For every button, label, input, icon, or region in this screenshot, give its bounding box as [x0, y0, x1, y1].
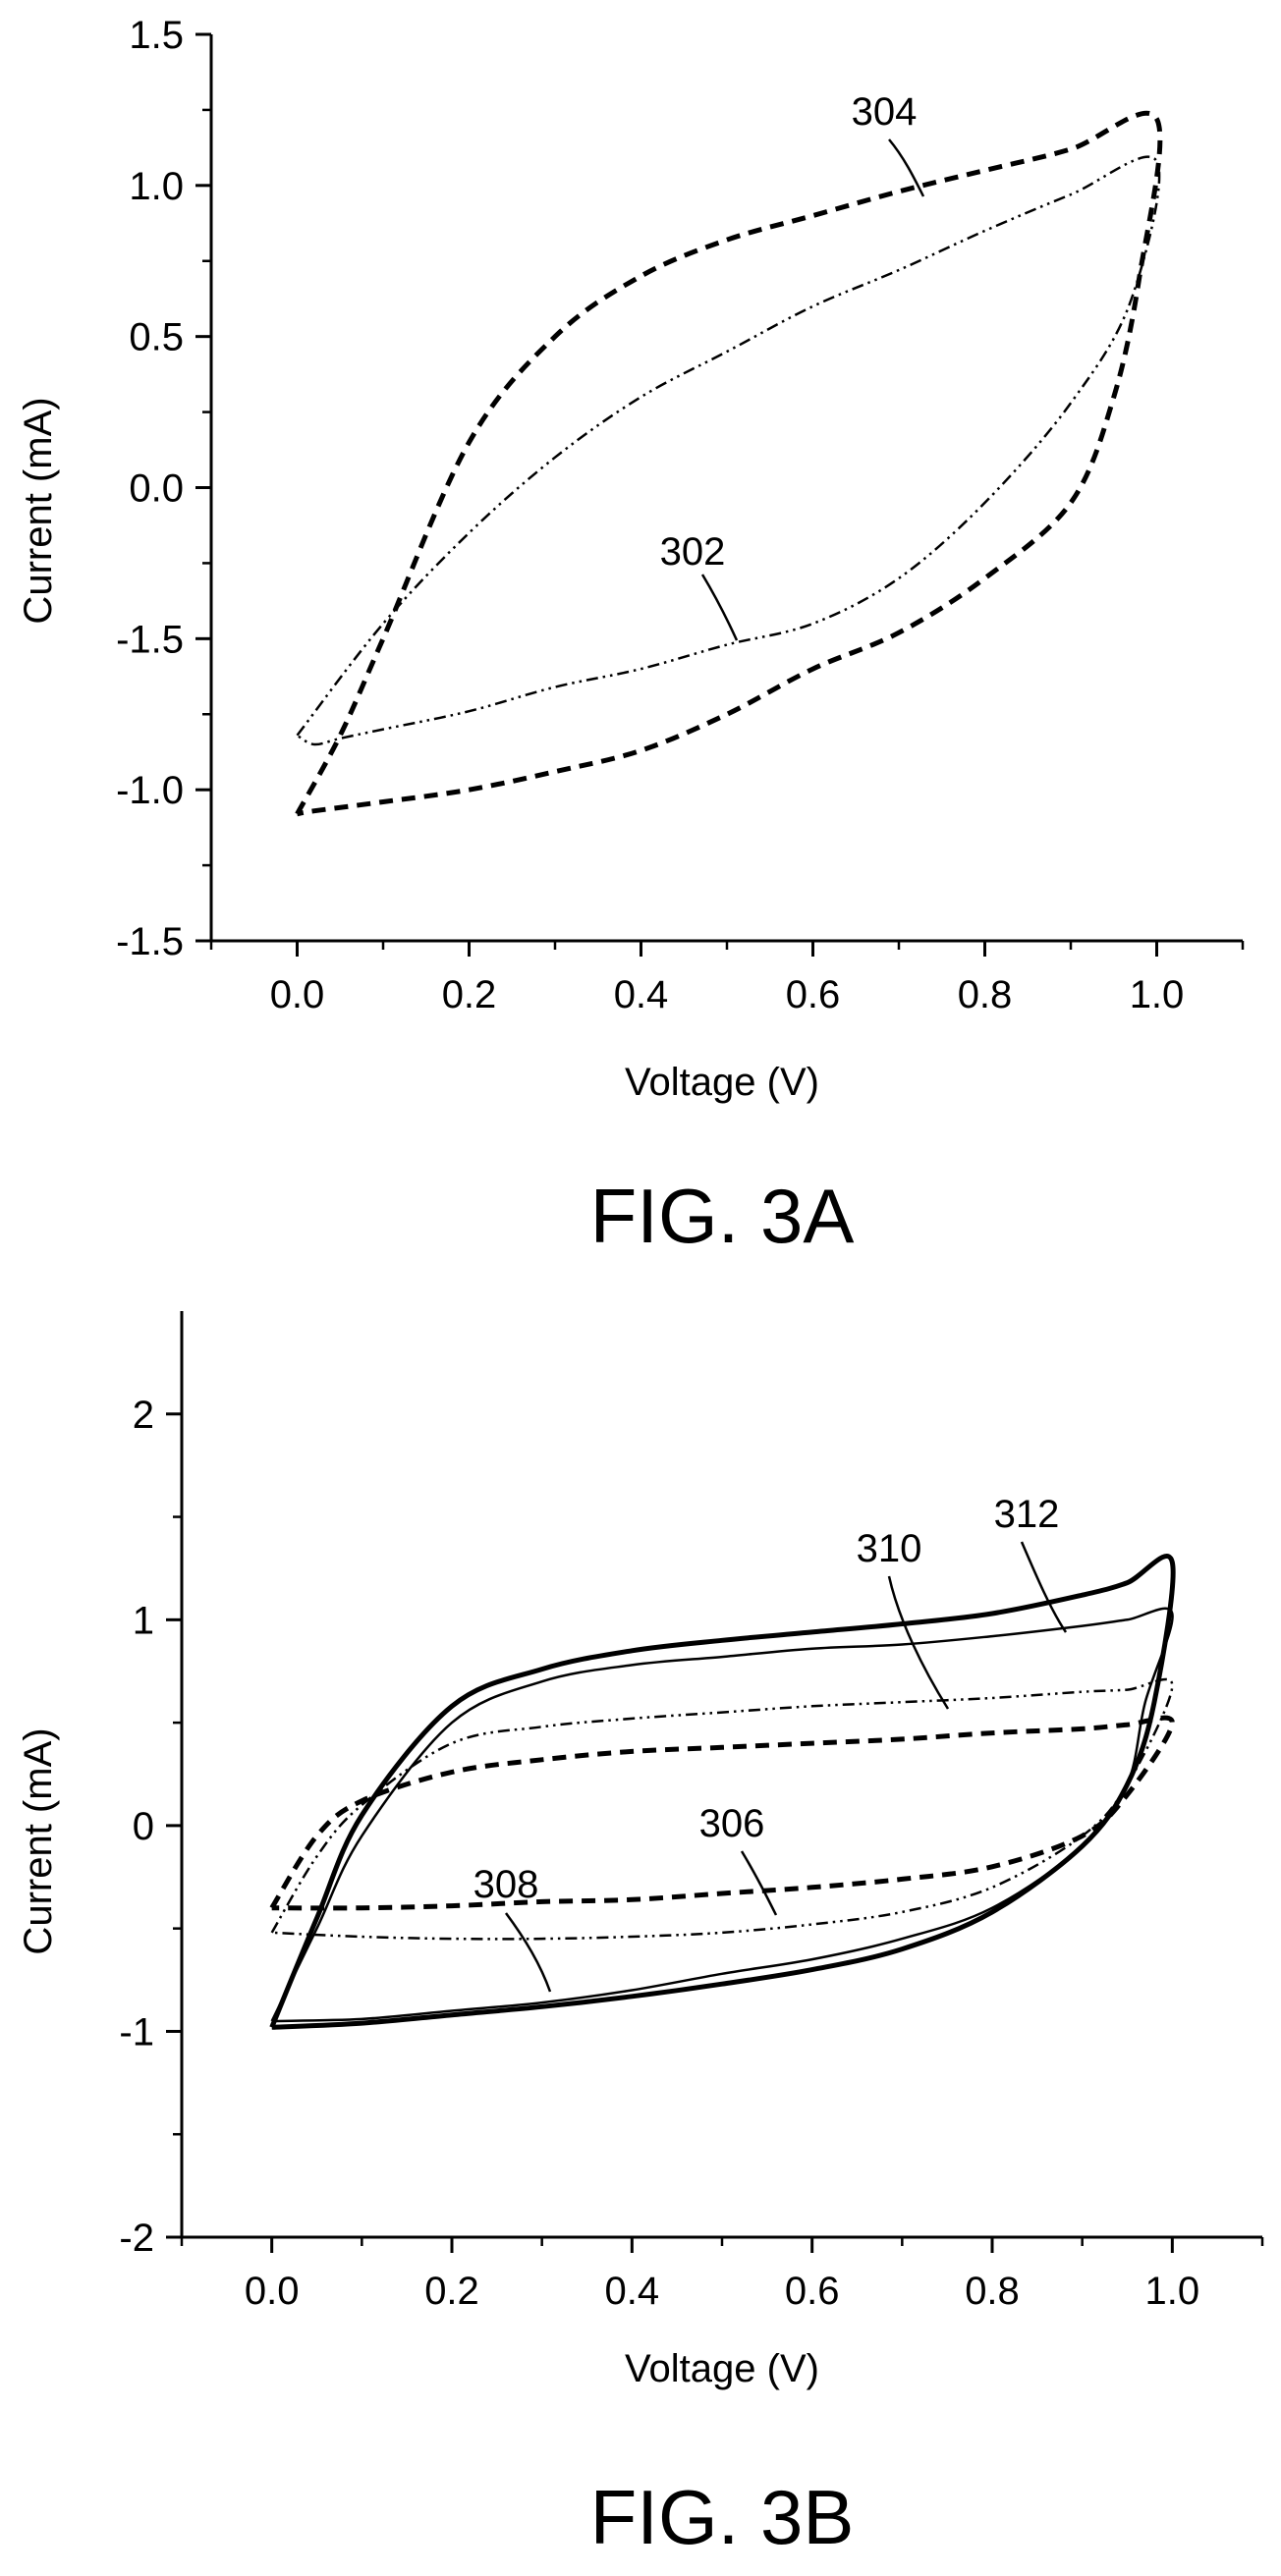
y-axis-label: Current (mA) — [17, 397, 60, 624]
figure-caption: FIG. 3B — [590, 2474, 855, 2560]
x-tick-label: 0.2 — [442, 973, 497, 1016]
ref-label-308: 308 — [473, 1863, 552, 1993]
series-line-306 — [269, 1715, 1175, 1911]
series-line-310 — [270, 1607, 1174, 2023]
ref-label-text-312: 312 — [994, 1493, 1060, 1536]
series-line-312 — [269, 1554, 1176, 2030]
ref-label-302: 302 — [660, 530, 739, 641]
x-tick-label: 1.0 — [1145, 2270, 1200, 2313]
ref-label-text-304: 304 — [852, 90, 918, 134]
y-tick-label: 2 — [133, 1394, 154, 1437]
y-tick-label: -1.5 — [116, 618, 184, 661]
leader-line-312 — [1020, 1541, 1068, 1633]
series-line-302 — [296, 155, 1161, 746]
x-tick-label: 0.6 — [786, 973, 841, 1016]
x-tick-label: 1.0 — [1130, 973, 1185, 1016]
x-tick-label: 0.8 — [965, 2270, 1020, 2313]
y-tick-label: -1.0 — [116, 769, 184, 812]
ticks-layer: 0.0 0.2 0.4 0.6 0.8 1.0 -2 -1 0 1 2 — [119, 1394, 1264, 2313]
y-tick-label: 0.0 — [129, 467, 184, 511]
leader-line-310 — [887, 1575, 950, 1710]
y-tick-label: 0.5 — [129, 316, 184, 359]
chart-fig-3b: 0.0 0.2 0.4 0.6 0.8 1.0 -2 -1 0 1 2 Voltage (V) Cu… — [17, 1311, 1264, 2560]
ref-label-304: 304 — [852, 90, 925, 197]
y-tick-label: 1.0 — [129, 165, 184, 208]
x-tick-label: 0.4 — [614, 973, 669, 1016]
leader-line-308 — [504, 1912, 552, 1993]
y-tick-label: -1 — [119, 2010, 154, 2054]
ref-label-310: 310 — [857, 1527, 950, 1710]
x-tick-label: 0.0 — [245, 2270, 300, 2313]
series-layer — [295, 110, 1163, 817]
series-layer — [269, 1554, 1176, 2030]
ref-label-306: 306 — [699, 1802, 778, 1916]
ref-label-text-306: 306 — [699, 1802, 765, 1845]
y-axis-label: Current (mA) — [17, 1727, 60, 1954]
x-tick-label: 0.6 — [785, 2270, 840, 2313]
y-tick-label: -2 — [119, 2217, 154, 2260]
ref-label-text-302: 302 — [660, 530, 726, 574]
plot-frame — [180, 1311, 1262, 2239]
ref-label-312: 312 — [994, 1493, 1068, 1633]
leader-line-304 — [888, 138, 925, 197]
ref-label-text-310: 310 — [857, 1527, 922, 1570]
x-tick-label: 0.0 — [270, 973, 325, 1016]
y-tick-label: 1 — [133, 1599, 154, 1642]
series-line-304 — [295, 110, 1163, 817]
leader-line-306 — [740, 1850, 778, 1916]
x-tick-label: 0.8 — [958, 973, 1013, 1016]
y-tick-label: 1.5 — [129, 14, 184, 57]
chart-fig-3a: 0.0 0.2 0.4 0.6 0.8 1.0 -1.5 -1.0 -1.5 0.0 0.5 1.0 1… — [17, 14, 1245, 1259]
series-line-308 — [270, 1677, 1174, 1941]
y-tick-label: 0 — [133, 1805, 154, 1848]
x-tick-label: 0.2 — [424, 2270, 479, 2313]
x-axis-label: Voltage (V) — [625, 2347, 819, 2390]
leader-line-302 — [700, 574, 739, 641]
x-axis-label: Voltage (V) — [625, 1061, 819, 1104]
x-tick-label: 0.4 — [605, 2270, 660, 2313]
figure-caption: FIG. 3A — [590, 1173, 855, 1259]
ticks-layer: 0.0 0.2 0.4 0.6 0.8 1.0 -1.5 -1.0 -1.5 0.0 0.5 1.0 1… — [116, 14, 1245, 1016]
ref-label-text-308: 308 — [473, 1863, 539, 1906]
y-tick-label: -1.5 — [116, 920, 184, 963]
